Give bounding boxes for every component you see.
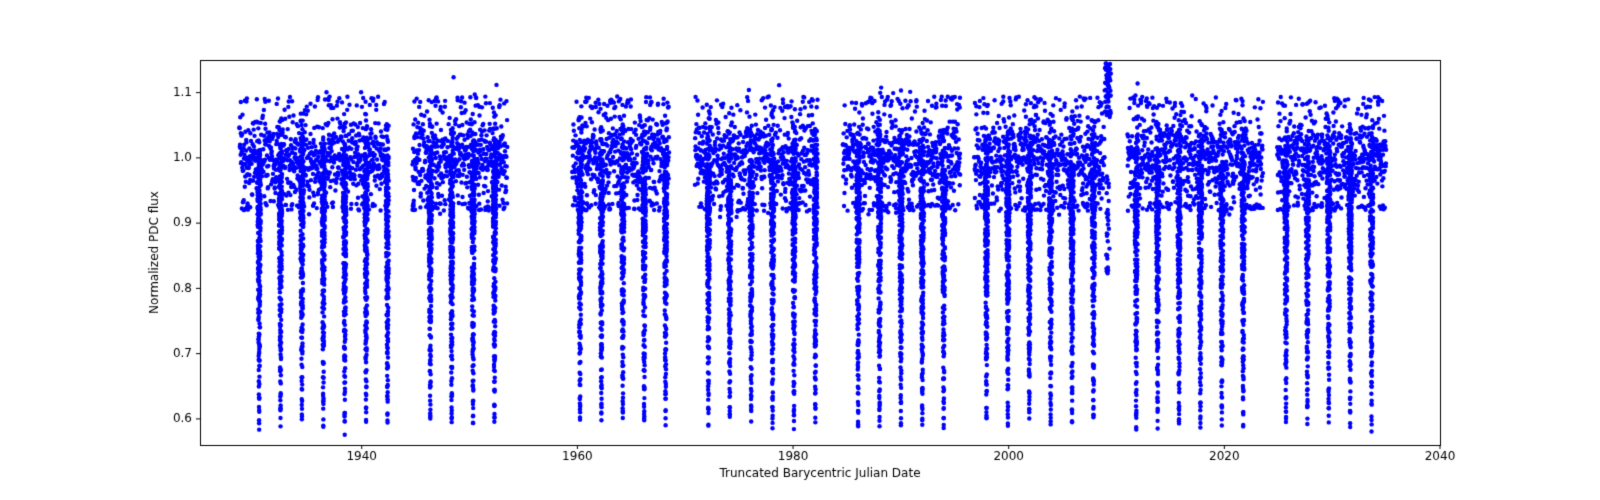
lightcurve-plot [0, 0, 1600, 500]
